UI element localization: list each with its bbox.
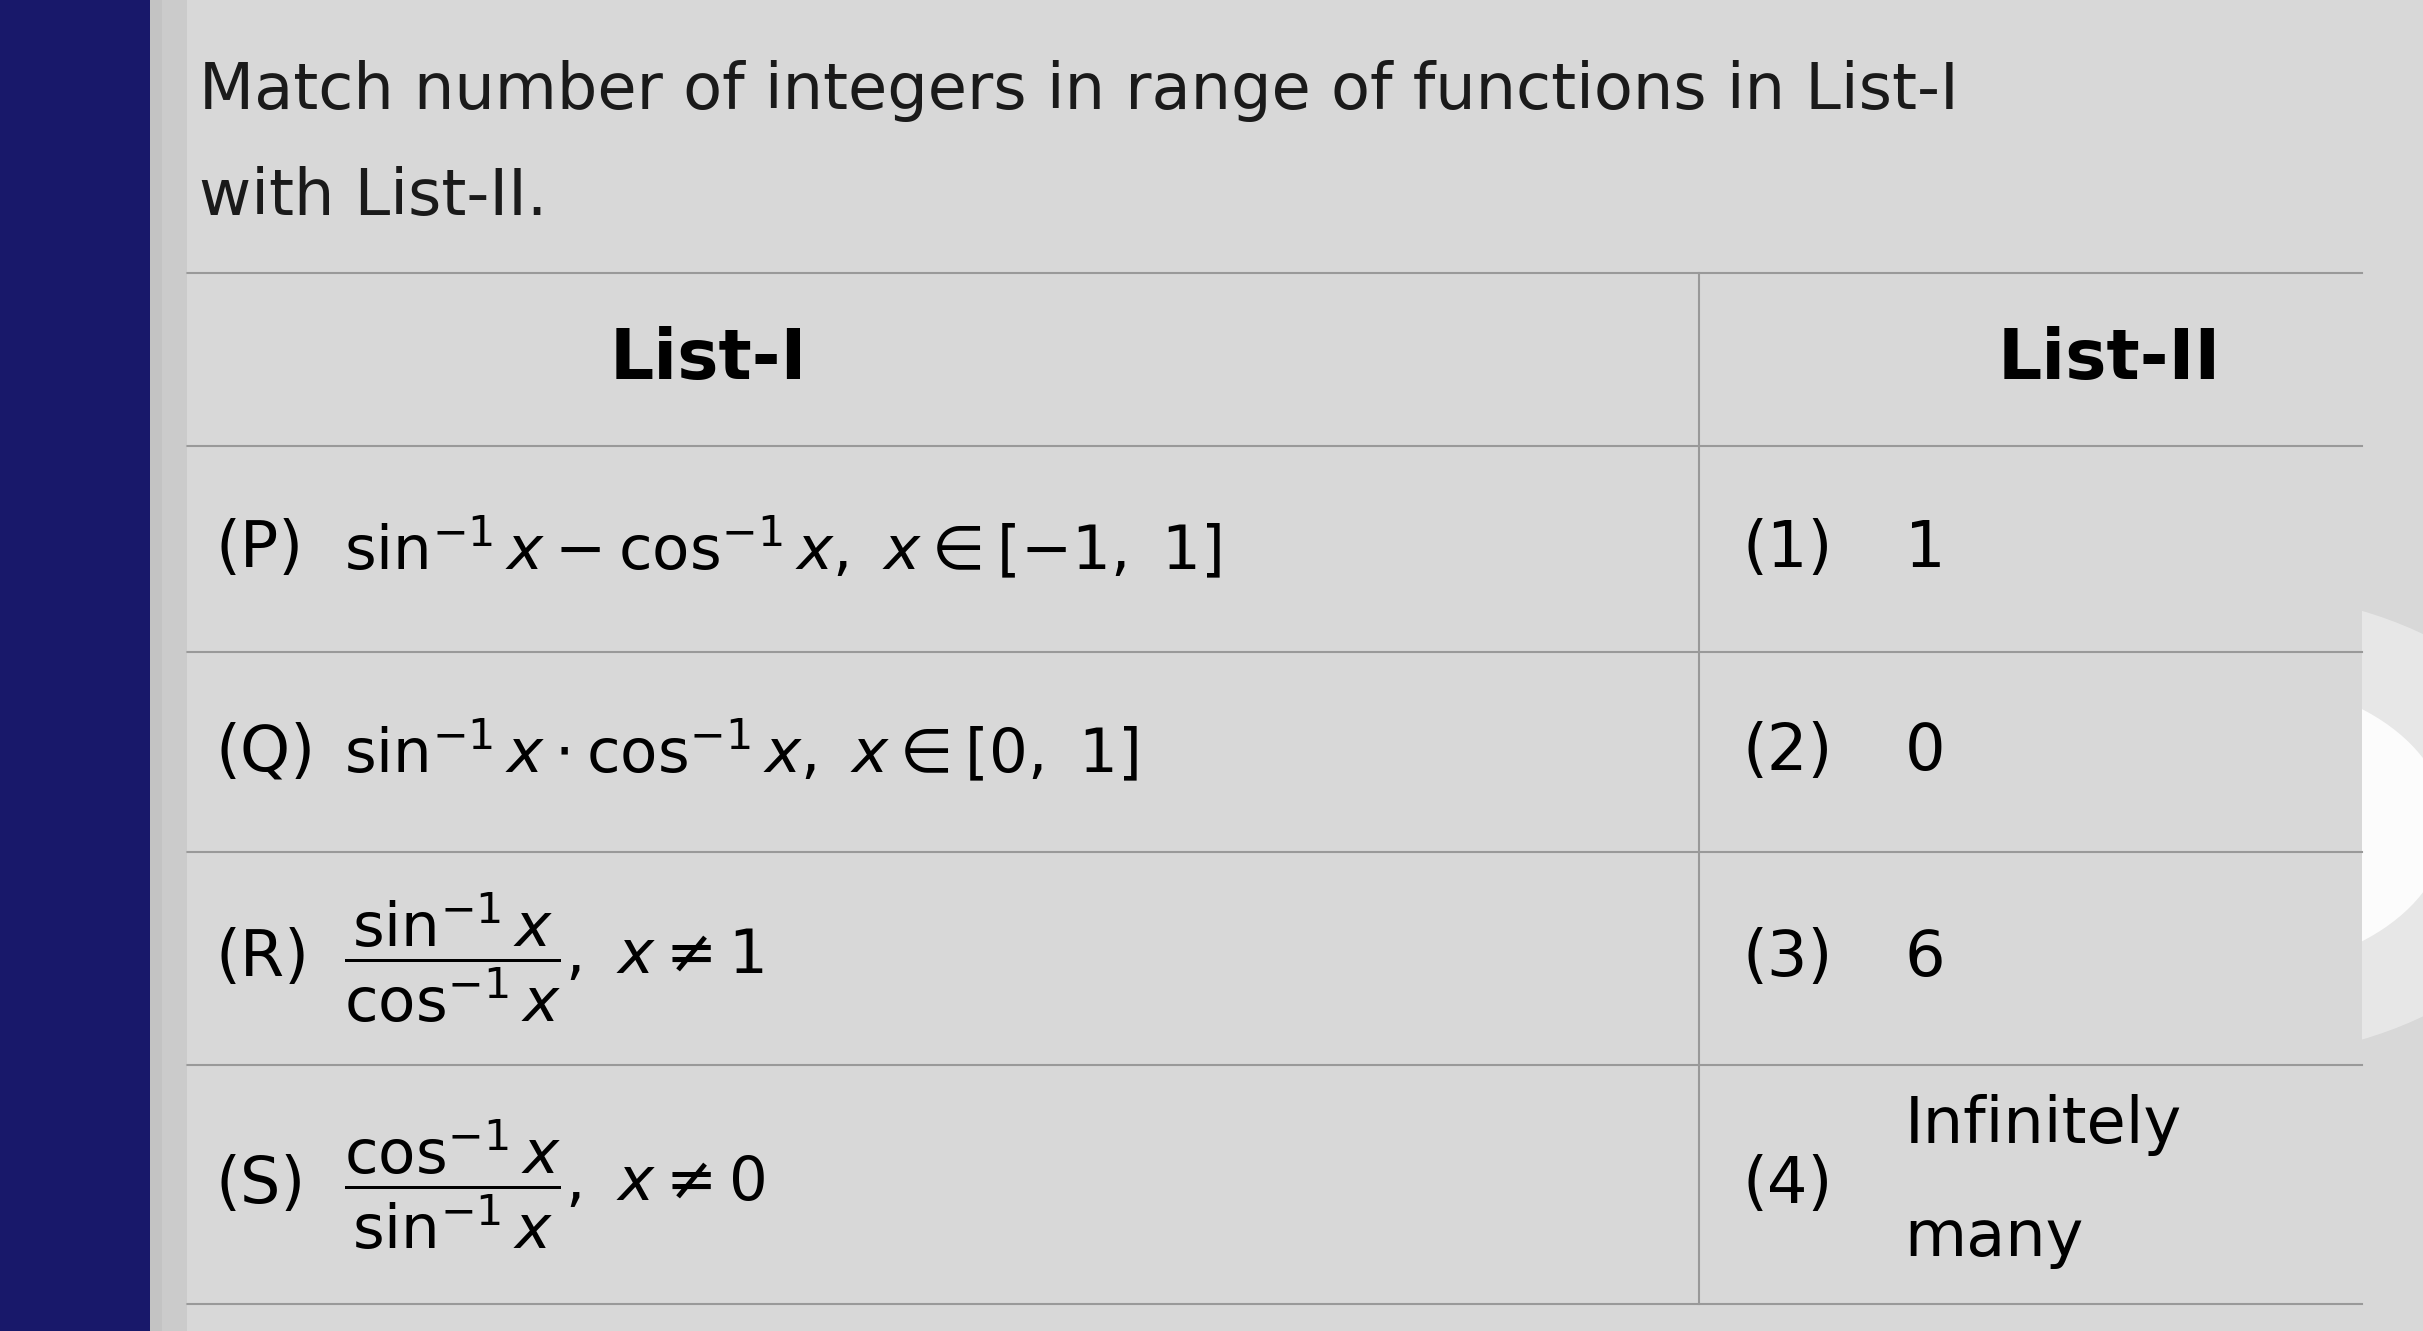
Bar bbox=[187, 273, 2362, 1304]
Ellipse shape bbox=[1890, 592, 2423, 1058]
Text: (Q): (Q) bbox=[216, 721, 315, 783]
Text: List-I: List-I bbox=[611, 326, 807, 393]
Text: $\dfrac{\cos^{-1}x}{\sin^{-1}x},\ x \neq 0$: $\dfrac{\cos^{-1}x}{\sin^{-1}x},\ x \neq… bbox=[344, 1118, 766, 1251]
Text: 6: 6 bbox=[1904, 928, 1946, 989]
Text: $\dfrac{\sin^{-1}x}{\cos^{-1}x},\ x \neq 1$: $\dfrac{\sin^{-1}x}{\cos^{-1}x},\ x \neq… bbox=[344, 892, 763, 1025]
Text: (R): (R) bbox=[216, 928, 310, 989]
Text: $\sin^{-1}x \cdot \cos^{-1}x,\ x \in [0,\ 1]$: $\sin^{-1}x \cdot \cos^{-1}x,\ x \in [0,… bbox=[344, 719, 1139, 785]
Text: List-II: List-II bbox=[1997, 326, 2219, 393]
Text: 0: 0 bbox=[1904, 721, 1946, 783]
Text: Match number of integers in range of functions in List-I: Match number of integers in range of fun… bbox=[199, 60, 1958, 122]
Text: 1: 1 bbox=[1904, 518, 1946, 580]
Text: (4): (4) bbox=[1742, 1154, 1832, 1215]
Text: many: many bbox=[1904, 1207, 2084, 1268]
Text: (3): (3) bbox=[1742, 928, 1832, 989]
Bar bbox=[0, 0, 150, 1331]
Text: with List-II.: with List-II. bbox=[199, 166, 548, 229]
Text: (2): (2) bbox=[1742, 721, 1832, 783]
Text: Infinitely: Infinitely bbox=[1904, 1094, 2183, 1155]
Text: $\sin^{-1}x - \cos^{-1}x,\ x \in [-1,\ 1]$: $\sin^{-1}x - \cos^{-1}x,\ x \in [-1,\ 1… bbox=[344, 515, 1221, 583]
Text: (1): (1) bbox=[1742, 518, 1832, 580]
Ellipse shape bbox=[2011, 679, 2423, 972]
Bar bbox=[126, 0, 187, 1331]
Text: (S): (S) bbox=[216, 1154, 305, 1215]
Text: (P): (P) bbox=[216, 518, 303, 580]
